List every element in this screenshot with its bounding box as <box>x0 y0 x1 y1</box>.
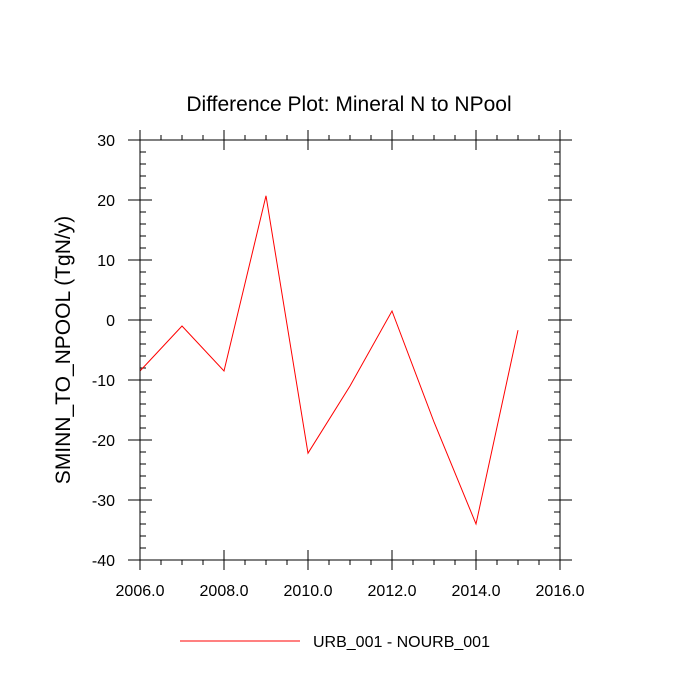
chart-title: Difference Plot: Mineral N to NPool <box>186 93 511 116</box>
x-tick-label: 2006.0 <box>116 583 165 600</box>
y-tick-labels: -40 -30 -20 -10 0 10 20 30 <box>92 133 115 570</box>
legend-label: URB_001 - NOURB_001 <box>313 634 490 651</box>
x-tick-label: 2012.0 <box>368 583 417 600</box>
y-tick-label: 0 <box>106 313 115 330</box>
y-tick-label: -30 <box>92 493 115 510</box>
x-tick-label: 2016.0 <box>536 583 585 600</box>
legend: URB_001 - NOURB_001 <box>180 634 490 651</box>
x-tick-label: 2014.0 <box>452 583 501 600</box>
y-axis-label: SMINN_TO_NPOOL (TgN/y) <box>52 216 75 484</box>
y-tick-label: 10 <box>97 253 115 270</box>
plot-frame <box>139 139 561 561</box>
y-tick-label: -20 <box>92 433 115 450</box>
major-ticks <box>128 130 572 570</box>
x-tick-labels: 2006.0 2008.0 2010.0 2012.0 2014.0 2016.0 <box>116 583 585 600</box>
y-tick-label: 20 <box>97 193 115 210</box>
series-line <box>139 195 519 526</box>
y-tick-label: -10 <box>92 373 115 390</box>
x-tick-label: 2008.0 <box>200 583 249 600</box>
x-tick-label: 2010.0 <box>284 583 333 600</box>
y-tick-label: -40 <box>92 553 115 570</box>
minor-ticks <box>140 135 560 565</box>
series-layer <box>139 195 519 526</box>
y-tick-label: 30 <box>97 133 115 150</box>
